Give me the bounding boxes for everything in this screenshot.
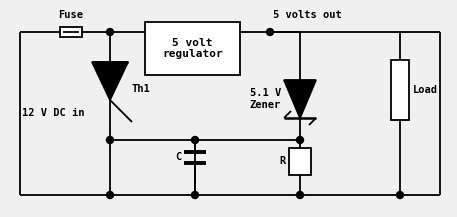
Polygon shape <box>284 80 316 118</box>
Text: Load: Load <box>413 85 438 95</box>
Text: 5 volts out: 5 volts out <box>273 10 342 20</box>
Circle shape <box>191 191 198 199</box>
Bar <box>289 148 311 175</box>
Circle shape <box>297 136 303 143</box>
Circle shape <box>191 136 198 143</box>
Text: 12 V DC in: 12 V DC in <box>22 108 85 118</box>
Circle shape <box>106 28 113 36</box>
Bar <box>391 60 409 120</box>
Text: Fuse: Fuse <box>58 10 84 20</box>
Text: 5 volt
regulator: 5 volt regulator <box>162 38 223 59</box>
Polygon shape <box>92 62 128 100</box>
Circle shape <box>297 191 303 199</box>
Text: Th1: Th1 <box>131 84 150 94</box>
Text: C: C <box>175 153 181 163</box>
Circle shape <box>106 191 113 199</box>
Text: R: R <box>280 156 286 166</box>
Bar <box>60 27 82 37</box>
Bar <box>145 22 240 75</box>
Circle shape <box>106 136 113 143</box>
Circle shape <box>397 191 404 199</box>
Text: 5.1 V
Zener: 5.1 V Zener <box>250 88 281 110</box>
Circle shape <box>266 28 273 36</box>
